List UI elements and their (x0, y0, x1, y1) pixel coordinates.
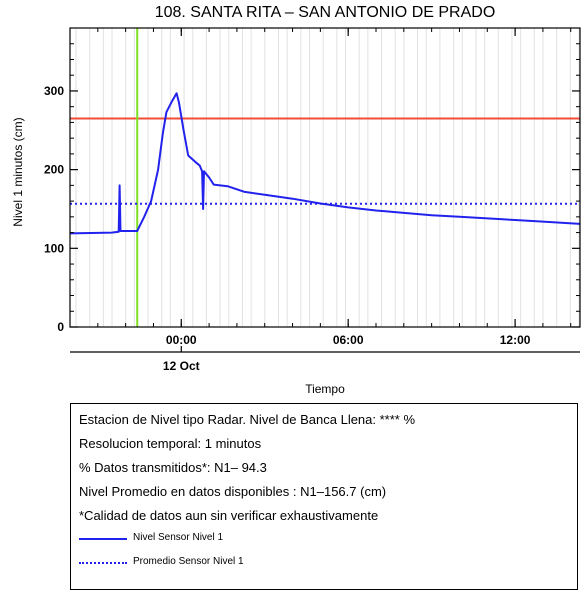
y-tick-label: 0 (57, 320, 64, 334)
gridlines (75, 28, 580, 327)
x-axis-label: Tiempo (305, 382, 345, 396)
date-label: 12 Oct (163, 359, 200, 373)
info-line-average: Nivel Promedio en datos disponibles : N1… (79, 484, 387, 499)
legend-label-sensor: Nivel Sensor Nivel 1 (133, 532, 224, 543)
legend-solid-line-sample (79, 538, 127, 540)
x-tick-label: 12:00 (500, 333, 531, 347)
legend-label-average: Promedio Sensor Nivel 1 (133, 556, 244, 567)
legend-dotted-line-sample (79, 562, 127, 564)
plot-frame (69, 27, 581, 328)
ticks: 0 100 200 300 00:00 06:00 12:00 12 Oct (44, 28, 580, 373)
info-line-transmitted: % Datos transmitidos*: N1– 94.3 (79, 460, 267, 475)
info-line-resolution: Resolucion temporal: 1 minutos (79, 436, 262, 451)
chart-title: 108. SANTA RITA – SAN ANTONIO DE PRADO (154, 4, 496, 21)
axes (69, 27, 581, 353)
series-lines (69, 92, 581, 235)
series-line-sensor-level (69, 92, 581, 235)
info-legend-box: Estacion de Nivel tipo Radar. Nivel de B… (70, 403, 578, 590)
y-tick-label: 100 (44, 241, 64, 255)
info-line-quality-note: *Calidad de datos aun sin verificar exha… (79, 508, 379, 523)
info-line-station: Estacion de Nivel tipo Radar. Nivel de B… (79, 412, 416, 427)
plot-area: 0 100 200 300 00:00 06:00 12:00 12 Oct (44, 27, 581, 373)
x-tick-label: 00:00 (166, 333, 197, 347)
x-tick-label: 06:00 (333, 333, 364, 347)
y-tick-label: 200 (44, 163, 64, 177)
reference-lines (70, 28, 580, 327)
y-tick-label: 300 (44, 84, 64, 98)
